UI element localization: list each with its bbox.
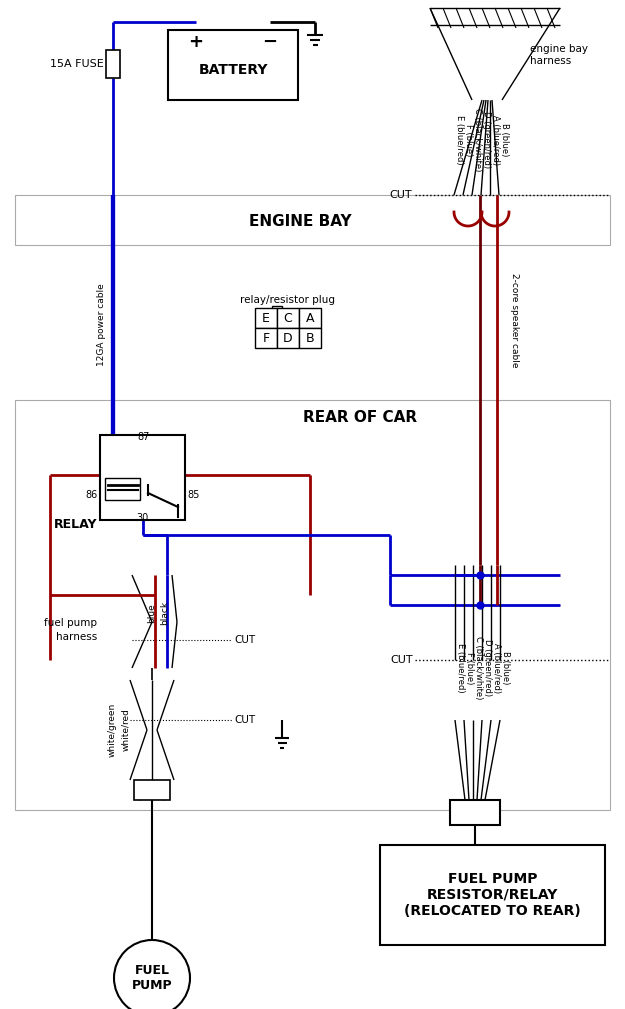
Text: E (blue/red): E (blue/red) bbox=[455, 115, 464, 164]
Bar bbox=[450, 800, 500, 825]
Text: B (blue): B (blue) bbox=[500, 123, 509, 156]
Bar bbox=[272, 306, 282, 311]
Text: 30: 30 bbox=[136, 513, 149, 523]
Text: CUT: CUT bbox=[389, 190, 412, 200]
Text: 87: 87 bbox=[138, 432, 150, 442]
Text: CUT: CUT bbox=[391, 655, 413, 665]
Bar bbox=[277, 308, 299, 328]
Text: 2-core speaker cable: 2-core speaker cable bbox=[510, 272, 519, 367]
Bar bbox=[100, 435, 185, 520]
Text: A: A bbox=[306, 312, 314, 325]
Text: A (blue/red): A (blue/red) bbox=[492, 643, 501, 693]
Text: E (blue/red): E (blue/red) bbox=[456, 643, 465, 693]
Text: FUEL PUMP
RESISTOR/RELAY
(RELOCATED TO REAR): FUEL PUMP RESISTOR/RELAY (RELOCATED TO R… bbox=[404, 872, 581, 918]
Text: C (black/white): C (black/white) bbox=[473, 108, 482, 172]
Text: C (black/white): C (black/white) bbox=[474, 637, 483, 699]
Text: B: B bbox=[306, 332, 314, 344]
Text: CUT: CUT bbox=[234, 635, 255, 645]
Text: D (green/red): D (green/red) bbox=[483, 640, 492, 696]
Bar bbox=[299, 308, 321, 328]
Bar bbox=[15, 400, 610, 810]
Text: RELAY: RELAY bbox=[54, 519, 97, 532]
Circle shape bbox=[114, 940, 190, 1009]
Text: +: + bbox=[189, 33, 204, 51]
Text: 12GA power cable: 12GA power cable bbox=[96, 284, 106, 366]
Text: D (green/red): D (green/red) bbox=[482, 111, 491, 169]
Bar bbox=[106, 50, 120, 78]
Bar bbox=[105, 478, 140, 500]
Text: black: black bbox=[160, 601, 169, 625]
Bar bbox=[134, 780, 170, 800]
Bar bbox=[255, 308, 277, 328]
Bar bbox=[255, 328, 277, 348]
Text: F (blue): F (blue) bbox=[465, 652, 474, 684]
Text: F: F bbox=[262, 332, 269, 344]
Text: FUEL
PUMP: FUEL PUMP bbox=[132, 964, 173, 992]
Text: −: − bbox=[262, 33, 278, 51]
Text: D: D bbox=[283, 332, 292, 344]
Text: white/green: white/green bbox=[108, 703, 117, 757]
Text: CUT: CUT bbox=[234, 715, 255, 725]
Bar bbox=[277, 328, 299, 348]
Text: fuel pump
harness: fuel pump harness bbox=[44, 619, 97, 642]
Text: 15A FUSE: 15A FUSE bbox=[50, 59, 104, 69]
Text: BATTERY: BATTERY bbox=[198, 63, 268, 77]
Text: relay/resistor plug: relay/resistor plug bbox=[241, 295, 336, 305]
Text: ENGINE BAY: ENGINE BAY bbox=[249, 215, 351, 229]
Text: F (blue): F (blue) bbox=[464, 124, 473, 156]
Text: white/red: white/red bbox=[121, 708, 130, 752]
Bar bbox=[299, 328, 321, 348]
Bar bbox=[380, 845, 605, 945]
Text: blue: blue bbox=[147, 603, 156, 623]
Text: 86: 86 bbox=[86, 490, 98, 500]
Text: E: E bbox=[262, 312, 270, 325]
Text: C: C bbox=[284, 312, 292, 325]
Bar bbox=[168, 30, 298, 100]
Bar bbox=[15, 195, 610, 245]
Text: A (blue/red): A (blue/red) bbox=[491, 115, 500, 165]
Text: REAR OF CAR: REAR OF CAR bbox=[303, 411, 417, 426]
Text: engine bay
harness: engine bay harness bbox=[530, 43, 588, 67]
Text: B (blue): B (blue) bbox=[501, 652, 510, 685]
Text: 85: 85 bbox=[187, 490, 199, 500]
